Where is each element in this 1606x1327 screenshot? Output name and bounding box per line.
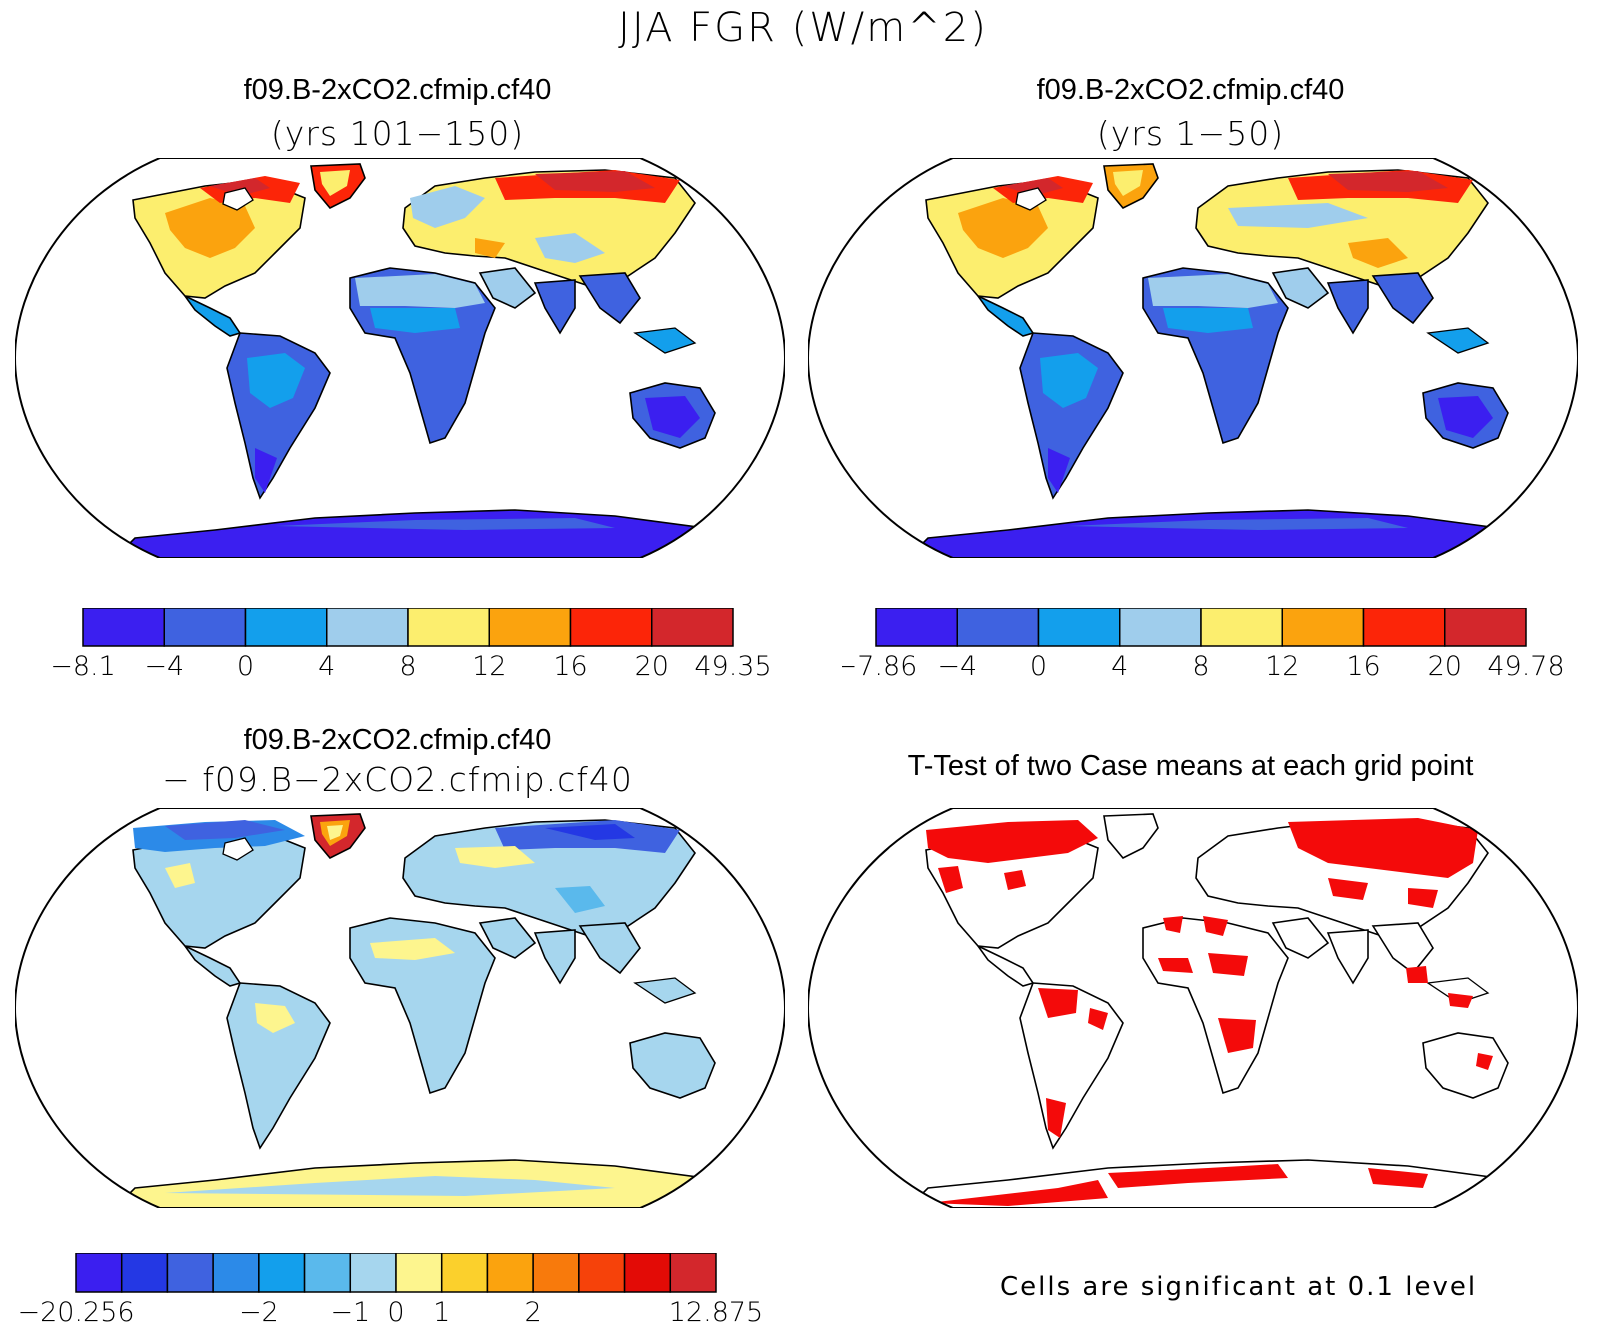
colorbar-swatch bbox=[258, 1253, 306, 1293]
colorbar-tick-label: 49.78 bbox=[1487, 651, 1564, 678]
colorbar-tick-label: 1 bbox=[433, 1297, 450, 1325]
colorbar-swatch bbox=[875, 608, 958, 647]
colorbar-tick-label: 49.35 bbox=[694, 651, 771, 678]
colorbar-swatch bbox=[488, 608, 572, 647]
colorbar-tick-label: −1 bbox=[330, 1297, 370, 1325]
colorbar-swatch bbox=[532, 1253, 580, 1293]
colorbar-swatch bbox=[1281, 608, 1365, 647]
colorbar-swatch bbox=[669, 1253, 717, 1293]
panel-title-bottom-left: f09.B-2xCO2.cfmip.cf40 bbox=[243, 724, 552, 756]
colorbar-tick-label: −8.1 bbox=[50, 651, 116, 678]
colorbar-swatch bbox=[623, 1253, 672, 1293]
colorbar-swatch bbox=[486, 1253, 534, 1293]
colorbar-tick-label: 8 bbox=[1192, 651, 1209, 678]
colorbar-top-right: −7.86 −4 0 4 8 12 16 20 49.78 bbox=[842, 608, 1565, 678]
colorbar-top-left: −8.1 −4 0 4 8 12 16 20 49.35 bbox=[50, 608, 772, 678]
colorbar-tick-label: 4 bbox=[1111, 651, 1128, 678]
colorbar-tick-label: −4 bbox=[937, 651, 977, 678]
panel-subtitle-top-right: (yrs 1−50) bbox=[1096, 114, 1285, 153]
colorbar-swatch bbox=[349, 1253, 397, 1293]
colorbar-swatch bbox=[1444, 608, 1527, 647]
colorbar-tick-label: −2 bbox=[239, 1297, 279, 1325]
colorbar-swatch bbox=[244, 608, 328, 647]
colorbar-tick-label: 0 bbox=[1030, 651, 1047, 678]
colorbar-tick-label: 12 bbox=[472, 651, 506, 678]
colorbar-bottom-left: −20.256 −2 −1 0 1 2 12.875 bbox=[20, 1253, 763, 1325]
significance-footnote: Cells are significant at 0.1 level bbox=[1000, 1272, 1478, 1302]
colorbar-swatch bbox=[395, 1253, 443, 1293]
colorbar-tick-label: 8 bbox=[399, 651, 416, 678]
map-bottom-right bbox=[808, 808, 1578, 1208]
colorbar-swatch bbox=[651, 608, 734, 647]
map-bottom-left bbox=[15, 808, 785, 1208]
colorbar-swatch bbox=[1362, 608, 1446, 647]
colorbar-swatch bbox=[82, 608, 165, 647]
colorbar-swatch bbox=[326, 608, 409, 647]
panel-subtitle-bottom-left: − f09.B−2xCO2.cfmip.cf40 bbox=[162, 760, 633, 799]
colorbar-tick-label: 12 bbox=[1265, 651, 1299, 678]
panel-title-top-left: f09.B-2xCO2.cfmip.cf40 bbox=[243, 74, 552, 106]
colorbar-swatch bbox=[166, 1253, 214, 1293]
colorbar-swatch bbox=[1200, 608, 1283, 647]
colorbar-tick-label: 16 bbox=[1346, 651, 1380, 678]
colorbar-tick-label: 2 bbox=[525, 1297, 542, 1325]
colorbar-tick-label: 4 bbox=[318, 651, 335, 678]
colorbar-swatch bbox=[303, 1253, 352, 1293]
colorbar-tick-label: 20 bbox=[635, 651, 669, 678]
colorbar-swatch bbox=[163, 608, 247, 647]
colorbar-swatch bbox=[407, 608, 490, 647]
panel-subtitle-top-left: (yrs 101−150) bbox=[270, 114, 525, 153]
colorbar-tick-label: 0 bbox=[387, 1297, 404, 1325]
colorbar-tick-label: −20.256 bbox=[20, 1297, 135, 1325]
colorbar-tick-label: −7.86 bbox=[842, 651, 917, 678]
colorbar-tick-label: 12.875 bbox=[669, 1297, 763, 1325]
colorbar-swatch bbox=[956, 608, 1040, 647]
map-top-left bbox=[15, 158, 785, 558]
colorbar-swatch bbox=[212, 1253, 260, 1293]
colorbar-tick-label: 16 bbox=[553, 651, 587, 678]
colorbar-swatch bbox=[120, 1253, 169, 1293]
colorbar-swatch bbox=[578, 1253, 626, 1293]
colorbar-swatch bbox=[440, 1253, 489, 1293]
colorbar-swatch bbox=[1037, 608, 1121, 647]
panel-title-bottom-right: T-Test of two Case means at each grid po… bbox=[907, 750, 1474, 782]
map-top-right bbox=[808, 158, 1578, 558]
colorbar-swatch bbox=[1119, 608, 1202, 647]
figure-title: JJA FGR (W/m^2) bbox=[618, 5, 988, 51]
colorbar-tick-label: 20 bbox=[1428, 651, 1462, 678]
colorbar-tick-label: −4 bbox=[144, 651, 184, 678]
colorbar-swatch bbox=[569, 608, 653, 647]
panel-title-top-right: f09.B-2xCO2.cfmip.cf40 bbox=[1036, 74, 1345, 106]
colorbar-swatch bbox=[75, 1253, 123, 1293]
colorbar-tick-label: 0 bbox=[237, 651, 254, 678]
